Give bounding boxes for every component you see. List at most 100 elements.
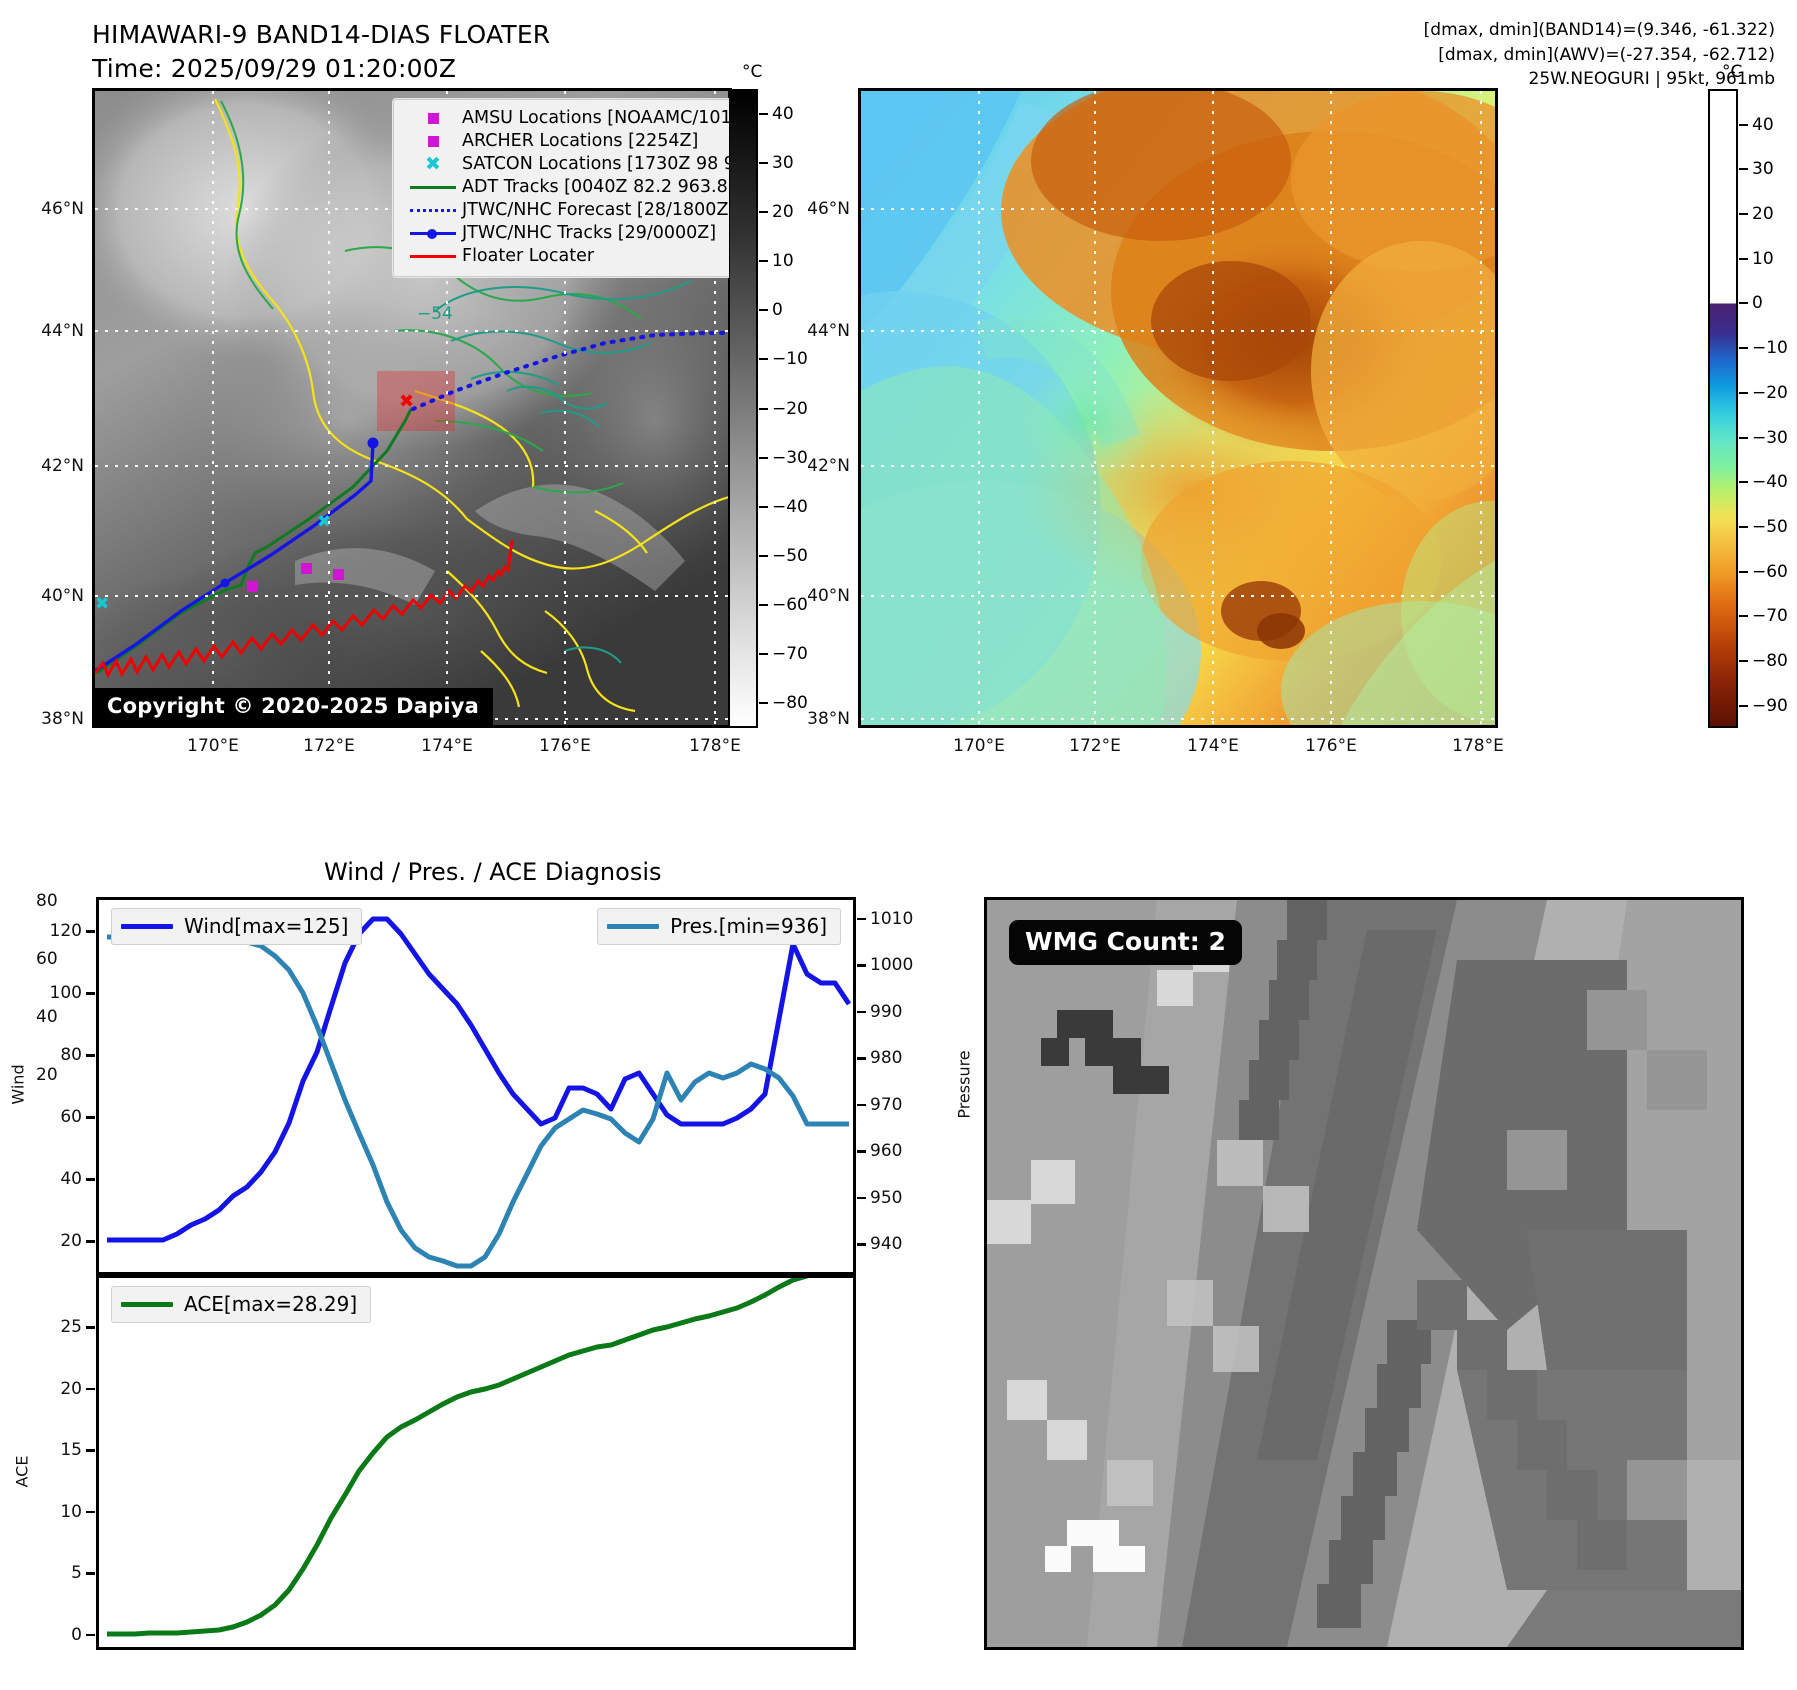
- awv-imagery: [861, 91, 1495, 725]
- colorbar-tick-mark: [1739, 481, 1748, 484]
- pressure-legend: Pres.[min=936]: [597, 908, 841, 945]
- colorbar-tick-mark: [759, 260, 768, 263]
- axis-tick-mark: [86, 1633, 95, 1637]
- ace-legend: ACE[max=28.29]: [111, 1286, 372, 1323]
- legend-item: JTWC/NHC Forecast [28/1800Z]: [404, 199, 732, 222]
- ace-legend-swatch: [121, 1301, 173, 1307]
- colorbar-tick-mark: [1739, 391, 1748, 394]
- colorbar-unit-band14: °C: [742, 62, 763, 82]
- colorbar-tick-band14: −50: [772, 545, 808, 566]
- colorbar-tick-mark: [759, 604, 768, 607]
- axis-tick-mark: [86, 1240, 95, 1243]
- legend-item: JTWC/NHC Tracks [29/0000Z]: [404, 222, 729, 245]
- pressure-axis-tick: 940: [870, 1234, 903, 1255]
- map2-lon-tick: 172°E: [1069, 736, 1121, 756]
- jtwc-observed-track: [95, 442, 375, 673]
- solid-line-icon: [404, 255, 462, 258]
- map1-lat-tick: 44°N: [41, 321, 84, 341]
- ace-axis-tick: 5: [71, 1563, 82, 1584]
- colorbar-tick-band14: −30: [772, 447, 808, 468]
- colorbar-tick-mark: [759, 554, 768, 557]
- colorbar-unit-awv: °C: [1722, 62, 1743, 82]
- axis-tick-mark: [86, 1572, 95, 1575]
- legend-item: ✖ SATCON Locations [1730Z 98 959]: [404, 153, 729, 176]
- colorbar-tick-mark: [759, 358, 768, 361]
- colorbar-tick-band14: 20: [772, 201, 794, 222]
- colorbar-tick-awv: −10: [1752, 338, 1788, 359]
- wmg-cluster-map[interactable]: WMG Count: 2: [984, 897, 1744, 1650]
- colorbar-tick-mark: [759, 407, 768, 410]
- pressure-legend-label: Pres.[min=936]: [670, 914, 827, 938]
- axis-tick-mark: [857, 964, 866, 967]
- ace-axis-tick: 20: [60, 1378, 82, 1399]
- pressure-axis-tick: 950: [870, 1187, 903, 1208]
- band14-satellite-map[interactable]: −54 −54 ✖ ✖ ✖: [92, 88, 732, 728]
- colorbar-tick-band14: −40: [772, 496, 808, 517]
- page-title: HIMAWARI-9 BAND14-DIAS FLOATER Time: 202…: [92, 18, 550, 86]
- map2-lat-tick: 42°N: [807, 456, 850, 476]
- square-marker-icon: [404, 113, 462, 124]
- contour-label: −54: [417, 304, 453, 324]
- line-with-dot-icon: [404, 228, 462, 239]
- axis-tick-mark: [86, 992, 95, 995]
- map1-lon-tick: 174°E: [421, 736, 473, 756]
- colorbar-tick-mark: [1739, 257, 1748, 260]
- axis-tick-mark: [86, 1116, 95, 1119]
- pressure-axis-label: Pressure: [954, 1050, 974, 1119]
- legend-item: AMSU Locations [NOAAMC/1017Z 55 985]: [404, 107, 729, 130]
- colorbar-tick-band14: −60: [772, 595, 808, 616]
- colorbar-tick-awv: −20: [1752, 382, 1788, 403]
- ace-axis-tick: 10: [60, 1501, 82, 1522]
- wind-pressure-chart[interactable]: Wind[max=125] Pres.[min=936]: [96, 897, 856, 1275]
- awv-satellite-map[interactable]: [858, 88, 1498, 728]
- legend-item: ARCHER Locations [2254Z]: [404, 130, 729, 153]
- ace-chart[interactable]: ACE[max=28.29]: [96, 1275, 856, 1650]
- colorbar-tick-mark: [1739, 168, 1748, 171]
- colorbar-tick-awv: 30: [1752, 159, 1774, 180]
- map2-lat-tick: 46°N: [807, 199, 850, 219]
- axis-tick-mark: [86, 930, 95, 933]
- axis-tick-mark: [857, 1243, 866, 1246]
- wind-tick: 40: [36, 1007, 58, 1027]
- wind-axis-tick: 80: [60, 1045, 82, 1065]
- map1-lon-tick: 176°E: [539, 736, 591, 756]
- map-legend: AMSU Locations [NOAAMC/1017Z 55 985] ARC…: [393, 99, 732, 277]
- pressure-axis-tick: 970: [870, 1094, 903, 1115]
- map2-lon-tick: 174°E: [1187, 736, 1239, 756]
- pressure-axis-tick: 980: [870, 1048, 903, 1069]
- wind-axis-tick: 40: [60, 1169, 82, 1189]
- colorbar-tick-awv: 20: [1752, 204, 1774, 225]
- map2-lat-tick: 38°N: [807, 709, 850, 729]
- colorbar-tick-awv: 40: [1752, 114, 1774, 135]
- wind-pressure-plot: [107, 916, 852, 1269]
- ace-series: [107, 1278, 810, 1637]
- band14-colorbar: [728, 89, 758, 728]
- map1-lat-tick: 46°N: [41, 199, 84, 219]
- legend-label: ARCHER Locations [2254Z]: [462, 130, 699, 151]
- product-title: HIMAWARI-9 BAND14-DIAS FLOATER: [92, 20, 551, 49]
- colorbar-tick-awv: −70: [1752, 606, 1788, 627]
- map1-lat-tick: 38°N: [41, 709, 84, 729]
- colorbar-tick-awv: −40: [1752, 472, 1788, 493]
- colorbar-tick-band14: 30: [772, 152, 794, 173]
- wind-legend-label: Wind[max=125]: [184, 914, 349, 938]
- axis-tick-mark: [86, 1387, 95, 1391]
- legend-item: Floater Locater: [404, 245, 729, 268]
- floater-locater-track: [95, 539, 514, 679]
- colorbar-tick-mark: [759, 112, 768, 115]
- legend-label: SATCON Locations [1730Z 98 959]: [462, 153, 729, 174]
- colorbar-tick-band14: 10: [772, 251, 794, 272]
- colorbar-tick-mark: [759, 505, 768, 508]
- map1-lat-tick: 40°N: [41, 586, 84, 606]
- pressure-axis-tick: 1000: [870, 955, 914, 976]
- colorbar-tick-band14: 0: [772, 300, 783, 321]
- colorbar-tick-awv: −80: [1752, 650, 1788, 671]
- colorbar-tick-mark: [759, 456, 768, 459]
- map1-lon-tick: 178°E: [689, 736, 741, 756]
- legend-label: JTWC/NHC Forecast [28/1800Z]: [462, 199, 732, 220]
- colorbar-tick-mark: [1739, 347, 1748, 350]
- pressure-axis-tick: 990: [870, 1001, 903, 1022]
- legend-label: Floater Locater: [462, 245, 595, 266]
- ace-plot: [107, 1278, 810, 1637]
- pressure-legend-swatch: [607, 923, 660, 929]
